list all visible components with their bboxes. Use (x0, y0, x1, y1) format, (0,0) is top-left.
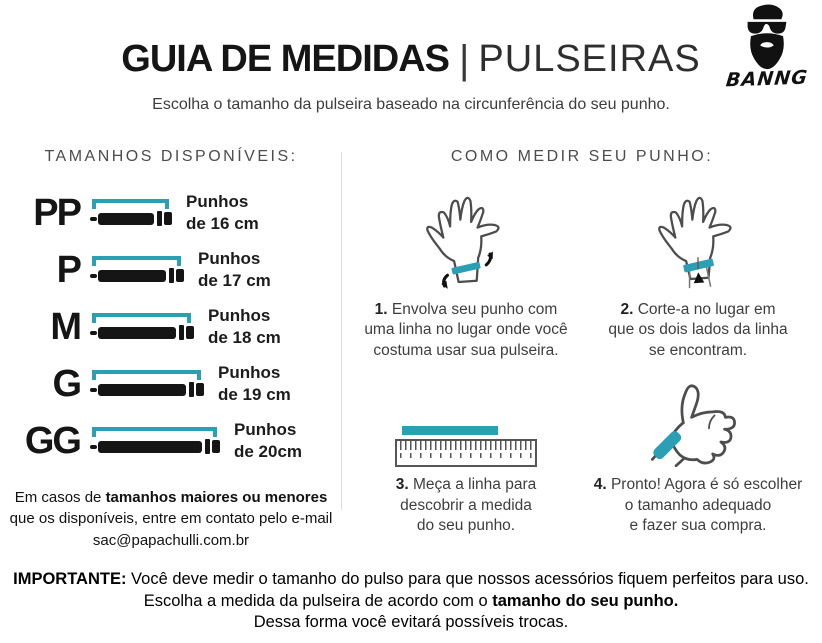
size-row-pp: PP Punhos de 16 cm (0, 184, 342, 241)
important-note: IMPORTANTE: Você deve medir o tamanho do… (0, 569, 822, 634)
bracelet-icon (90, 199, 172, 226)
important-line3: Dessa forma você evitará possíveis troca… (253, 613, 569, 632)
size-row-m: M Punhos de 18 cm (0, 298, 342, 355)
sizes-heading: TAMANHOS DISPONÍVEIS: (44, 148, 298, 165)
title-separator: | (459, 38, 469, 82)
step-4-text: 4. Pronto! Agora é só escolher o tamanho… (593, 476, 803, 535)
step-3-text: 3. Meça a linha para descobrir a medida … (395, 476, 537, 535)
column-divider (341, 152, 342, 510)
content-columns: TAMANHOS DISPONÍVEIS: PP Punhos de 16 cm… (0, 142, 822, 551)
steps-grid: 1. Envolva seu punho com uma linha no lu… (350, 184, 814, 537)
size-letter: M (50, 305, 82, 348)
contact-email: sac@papachulli.com.br (92, 531, 250, 549)
important-line1: IMPORTANTE: Você deve medir o tamanho do… (13, 569, 809, 588)
how-to-heading: COMO MEDIR SEU PUNHO: (450, 148, 714, 165)
bracelet-icon (90, 370, 204, 397)
step-2-text: 2. Corte-a no lugar em que os dois lados… (608, 301, 788, 359)
size-letter: P (56, 248, 82, 291)
ruler (395, 439, 537, 468)
sizes-section: TAMANHOS DISPONÍVEIS: PP Punhos de 16 cm… (0, 142, 342, 551)
subtitle: Escolha o tamanho da pulseira baseado na… (152, 96, 670, 113)
bracelet-icon (90, 313, 194, 340)
size-row-g: G Punhos de 19 cm (0, 355, 342, 412)
wrist-size-label: Punhos de 19 cm (218, 363, 291, 404)
header: GUIA DE MEDIDAS | PULSEIRAS Escolha o tama… (0, 0, 822, 114)
title-light: PULSEIRAS (478, 38, 701, 80)
brand-logo: BANNG (724, 4, 810, 92)
how-to-section: COMO MEDIR SEU PUNHO: (342, 142, 822, 551)
size-letter: GG (24, 419, 82, 462)
brand-name: BANNG (724, 66, 810, 92)
string-line (402, 426, 498, 436)
thumbs-up-bracelet-icon (650, 384, 736, 468)
wrist-size-label: Punhos de 20cm (234, 420, 303, 461)
page-title: GUIA DE MEDIDAS | PULSEIRAS (0, 40, 822, 80)
bracelet-icon (90, 427, 220, 454)
size-letter: G (52, 362, 82, 405)
step-1: 1. Envolva seu punho com uma linha no lu… (350, 184, 582, 361)
step-1-text: 1. Envolva seu punho com uma linha no lu… (364, 301, 568, 359)
open-hand-cut-string-icon (658, 196, 732, 289)
size-row-gg: GG Punhos de 20cm (0, 412, 342, 469)
important-line2: Escolha a medida da pulseira de acordo c… (143, 591, 679, 610)
size-rows: PP Punhos de 16 cm P Punhos de 17 cm M P… (0, 184, 342, 469)
contact-line2: que os disponíveis, entre em contato pel… (9, 510, 333, 528)
title-bold: GUIA DE MEDIDAS (121, 38, 450, 80)
open-hand-wrap-string-icon (426, 196, 500, 289)
ruler-with-string-icon (395, 426, 537, 468)
wrist-size-label: Punhos de 18 cm (208, 306, 281, 347)
step-2: 2. Corte-a no lugar em que os dois lados… (582, 184, 814, 361)
beard-man-icon (747, 4, 787, 70)
contact-line1: Em casos de tamanhos maiores ou menores (14, 489, 328, 506)
wrist-size-label: Punhos de 16 cm (186, 192, 259, 233)
contact-note: Em casos de tamanhos maiores ou menores … (6, 487, 336, 551)
bracelet-icon (90, 256, 184, 283)
size-letter: PP (33, 191, 82, 234)
step-4: 4. Pronto! Agora é só escolher o tamanho… (582, 379, 814, 536)
wrist-size-label: Punhos de 17 cm (198, 249, 271, 290)
step-3: 3. Meça a linha para descobrir a medida … (350, 379, 582, 536)
size-row-p: P Punhos de 17 cm (0, 241, 342, 298)
